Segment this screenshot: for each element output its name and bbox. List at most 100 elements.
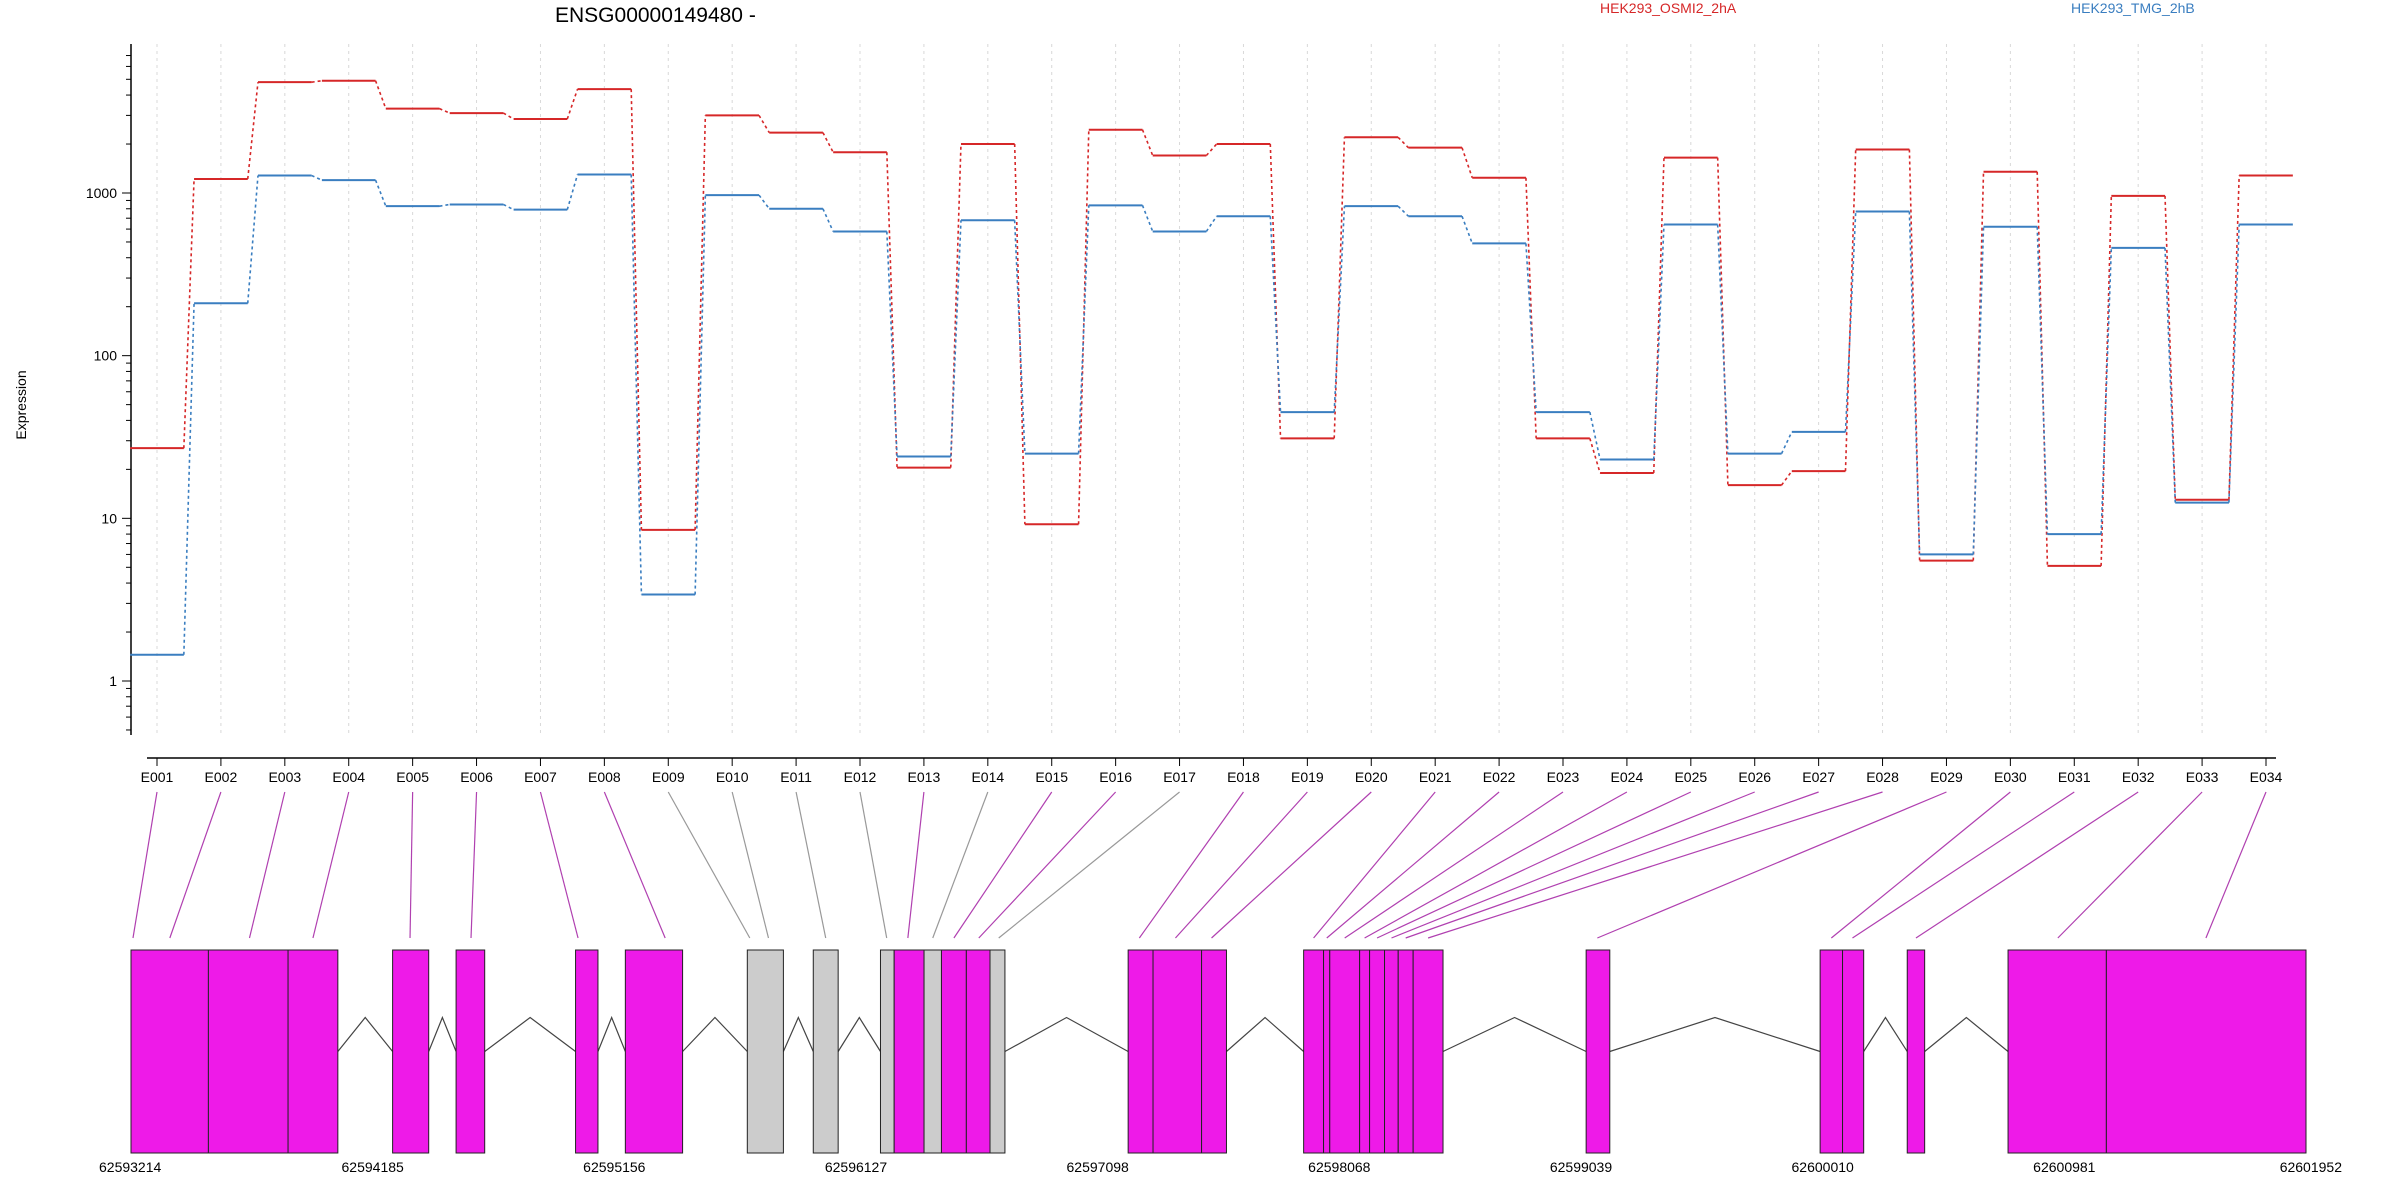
x-tick-label: E032 bbox=[2122, 769, 2155, 785]
gene-model bbox=[130, 949, 2307, 1154]
series-connector bbox=[1397, 136, 1409, 149]
series-connector bbox=[1716, 224, 1729, 454]
exon-box bbox=[1369, 949, 1386, 1154]
exon-connector bbox=[409, 791, 414, 939]
x-tick-label: E021 bbox=[1419, 769, 1452, 785]
genomic-coordinate-label: 62597098 bbox=[1067, 1159, 1130, 1175]
exon-box bbox=[1127, 949, 1154, 1154]
genomic-coordinate-label: 62601952 bbox=[2280, 1159, 2343, 1175]
exon-connector bbox=[2057, 791, 2203, 939]
x-tick-label: E012 bbox=[844, 769, 877, 785]
y-tick-label: 10 bbox=[101, 510, 117, 526]
x-tick-label: E001 bbox=[141, 769, 174, 785]
exon-box bbox=[1906, 949, 1926, 1154]
series-connector bbox=[246, 175, 259, 304]
series-connector bbox=[1013, 144, 1026, 525]
exon-box bbox=[287, 949, 339, 1154]
series-connector bbox=[1013, 220, 1026, 454]
x-tick-label: E009 bbox=[652, 769, 685, 785]
series-connector bbox=[2036, 171, 2049, 566]
exon-box bbox=[455, 949, 486, 1154]
exon-connector bbox=[1344, 791, 1564, 939]
series-connector bbox=[502, 112, 515, 120]
series-connector bbox=[1844, 211, 1857, 432]
series-connector bbox=[1652, 157, 1665, 474]
exon-box-noncounted bbox=[746, 949, 784, 1154]
series-connector bbox=[1589, 438, 1601, 474]
exon-connector bbox=[1915, 791, 2139, 939]
y-axis: 1 10 100 1000 bbox=[86, 44, 132, 735]
exon-connector bbox=[312, 791, 350, 939]
intron-line bbox=[484, 1016, 576, 1052]
series-connector bbox=[1908, 211, 1921, 555]
genomic-coordinate-label: 62598068 bbox=[1308, 1159, 1371, 1175]
exon-box bbox=[624, 949, 684, 1154]
series-connector bbox=[1908, 149, 1921, 561]
exon-connector bbox=[1174, 791, 1308, 939]
series-connector bbox=[439, 107, 451, 114]
exon-connector bbox=[1376, 791, 1692, 939]
intron-line bbox=[1004, 1016, 1129, 1053]
exon-connector bbox=[667, 791, 751, 939]
x-tick-label: E020 bbox=[1355, 769, 1388, 785]
exon-connector bbox=[998, 791, 1180, 939]
series-connector bbox=[2036, 226, 2049, 535]
legend-entry-series-2: HEK293_TMG_2hB bbox=[2071, 0, 2195, 16]
intron-line bbox=[1609, 1016, 1821, 1053]
exon-box bbox=[392, 949, 430, 1154]
chart-title: ENSG00000149480 - bbox=[555, 4, 756, 27]
x-axis: E001 E002 E003 E004 E005 E006 E007 E008 E009 E010… bbox=[141, 757, 2283, 785]
exon-connector bbox=[978, 791, 1117, 939]
series-connector bbox=[949, 220, 962, 457]
genomic-coordinate-label: 62600981 bbox=[2033, 1159, 2096, 1175]
series-connector bbox=[886, 152, 898, 468]
x-tick-label: E006 bbox=[460, 769, 493, 785]
intron-line bbox=[682, 1016, 748, 1052]
series-connector bbox=[1141, 129, 1154, 156]
series-connector bbox=[2228, 224, 2240, 503]
series-connector bbox=[1205, 215, 1218, 232]
exon-box-noncounted bbox=[923, 949, 942, 1154]
series-connector bbox=[1141, 205, 1154, 232]
exon-box bbox=[1397, 949, 1414, 1154]
intron-line bbox=[1442, 1016, 1587, 1053]
legend-entry-series-1: HEK293_OSMI2_2hA bbox=[1600, 0, 1737, 16]
series-connector bbox=[311, 174, 323, 181]
x-tick-label: E031 bbox=[2058, 769, 2091, 785]
series-1 bbox=[130, 79, 2293, 567]
x-tick-label: E029 bbox=[1930, 769, 1963, 785]
series-connector bbox=[246, 82, 259, 180]
exon-connector bbox=[1211, 791, 1372, 939]
series-lines bbox=[130, 79, 2293, 656]
series-connector bbox=[374, 179, 387, 207]
exon-connector bbox=[1313, 791, 1436, 939]
exon-connector bbox=[731, 791, 770, 939]
x-tick-label: E004 bbox=[332, 769, 365, 785]
exon-connector bbox=[248, 791, 286, 939]
genomic-coordinate-label: 62593214 bbox=[99, 1159, 162, 1175]
exon-connector bbox=[907, 791, 925, 939]
x-tick-label: E019 bbox=[1291, 769, 1324, 785]
exon-connector bbox=[932, 791, 989, 939]
series-connector bbox=[2164, 247, 2177, 503]
x-tick-label: E005 bbox=[396, 769, 429, 785]
exon-box bbox=[940, 949, 967, 1154]
series-connector bbox=[1333, 137, 1346, 439]
exon-connector bbox=[1830, 791, 2011, 939]
series-connector bbox=[1333, 206, 1346, 413]
exon-box bbox=[1152, 949, 1203, 1154]
intron-line bbox=[597, 1015, 626, 1052]
exon-connector bbox=[539, 791, 579, 939]
exon-connector bbox=[603, 791, 666, 939]
x-tick-label: E014 bbox=[971, 769, 1004, 785]
intron-line bbox=[782, 1016, 814, 1052]
exon-box bbox=[2105, 949, 2307, 1154]
exon-box bbox=[1201, 949, 1227, 1154]
exon-box bbox=[1819, 949, 1844, 1154]
exon-connector bbox=[1852, 791, 2075, 939]
series-connector bbox=[1780, 431, 1793, 454]
exon-box bbox=[1585, 949, 1611, 1154]
series-connector bbox=[1269, 216, 1282, 413]
series-connector bbox=[1205, 143, 1218, 157]
genomic-coordinate-label: 62595156 bbox=[583, 1159, 646, 1175]
